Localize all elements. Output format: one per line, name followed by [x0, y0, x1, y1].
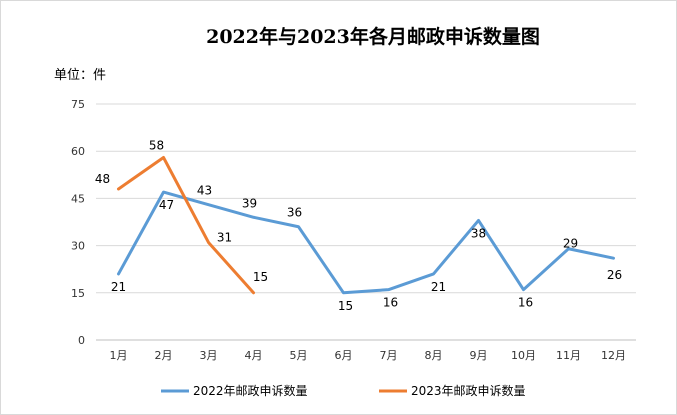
data-label: 15 [338, 299, 353, 313]
legend-label: 2023年邮政申诉数量 [411, 383, 526, 398]
x-tick-label: 4月 [245, 349, 263, 362]
data-label: 16 [383, 296, 398, 310]
y-tick-label: 30 [71, 240, 85, 253]
legend-label: 2022年邮政申诉数量 [193, 383, 308, 398]
x-tick-label: 1月 [110, 349, 128, 362]
data-label: 29 [563, 237, 578, 251]
x-tick-label: 12月 [601, 349, 626, 362]
x-axis-ticks: 1月 2月 3月 4月 5月 6月 7月 8月 9月 10月 11月 12月 [110, 349, 627, 362]
gridlines [96, 103, 636, 341]
x-tick-label: 9月 [470, 349, 488, 362]
x-tick-label: 2月 [155, 349, 173, 362]
series-lines [117, 155, 615, 295]
data-label: 15 [253, 270, 268, 284]
x-tick-label: 10月 [511, 349, 536, 362]
data-label: 21 [431, 280, 446, 294]
y-axis-ticks: 0 15 30 45 60 75 [71, 98, 85, 347]
data-label: 47 [159, 198, 174, 212]
y-tick-label: 60 [71, 145, 85, 158]
data-label: 31 [217, 230, 232, 244]
y-tick-label: 15 [71, 287, 85, 300]
y-tick-label: 0 [78, 334, 85, 347]
data-label: 16 [518, 296, 533, 310]
data-label: 39 [242, 196, 257, 210]
y-tick-label: 45 [71, 192, 85, 205]
unit-label: 单位：件 [54, 68, 106, 83]
series-line-2 [117, 155, 255, 295]
data-label: 38 [471, 226, 486, 240]
data-labels: 21 47 43 39 36 15 16 21 38 16 29 26 48 58 31 15 [95, 138, 622, 312]
data-label: 26 [607, 268, 622, 282]
x-tick-label: 3月 [200, 349, 218, 362]
x-tick-label: 11月 [556, 349, 581, 362]
chart-title: 2022年与2023年各月邮政申诉数量图 [206, 25, 540, 48]
x-tick-label: 8月 [425, 349, 443, 362]
data-label: 48 [95, 172, 110, 186]
y-tick-label: 75 [71, 98, 85, 111]
data-label: 36 [287, 206, 302, 220]
x-tick-label: 5月 [290, 349, 308, 362]
data-label: 43 [197, 184, 212, 198]
data-label: 58 [149, 138, 164, 152]
x-tick-label: 6月 [335, 349, 353, 362]
data-label: 21 [111, 280, 126, 294]
x-tick-label: 7月 [380, 349, 398, 362]
series-line-1 [117, 190, 615, 295]
legend: 2022年邮政申诉数量 2023年邮政申诉数量 [161, 383, 526, 398]
